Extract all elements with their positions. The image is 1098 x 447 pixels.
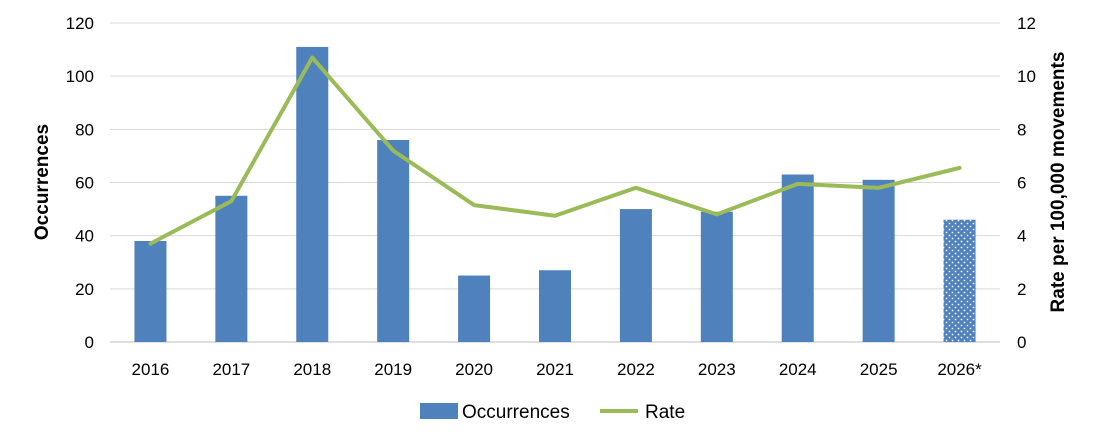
- y-axis-title: Occurrences: [32, 124, 53, 240]
- y2-tick-label: 4: [1017, 227, 1026, 246]
- y2-tick-label: 10: [1017, 67, 1036, 86]
- bar: [215, 195, 248, 342]
- legend-rate-label: Rate: [645, 402, 685, 423]
- x-axis-ticks: 2016 2017 2018 2019 2020 2021 2022 2023 2024 2025…: [132, 360, 983, 379]
- right-axis-ticks: 0 2 4 6 8 10 12: [1017, 14, 1036, 352]
- bar: [296, 46, 329, 343]
- x-tick-label: 2022: [617, 360, 655, 379]
- gridlines: [110, 22, 1000, 343]
- x-tick-label: 2017: [212, 360, 250, 379]
- legend-occurrences-swatch: [420, 403, 458, 419]
- bar: [539, 270, 571, 342]
- bar: [134, 240, 167, 342]
- y2-tick-label: 0: [1017, 333, 1026, 352]
- y-tick-label: 60: [75, 174, 94, 193]
- y-tick-label: 40: [75, 227, 94, 246]
- x-tick-label: 2019: [374, 360, 412, 379]
- bar: [862, 179, 895, 342]
- y-tick-label: 0: [85, 333, 94, 352]
- x-tick-label: 2020: [455, 360, 493, 379]
- x-tick-label: 2025: [860, 360, 898, 379]
- y2-tick-label: 6: [1017, 174, 1026, 193]
- left-axis-ticks: 0 20 40 60 80 100 120: [66, 14, 94, 352]
- y2-axis-title: Rate per 100,000 movements: [1048, 52, 1069, 313]
- bar: [781, 174, 814, 342]
- y2-tick-label: 12: [1017, 14, 1036, 33]
- x-tick-label: 2023: [698, 360, 736, 379]
- x-tick-label: 2016: [132, 360, 170, 379]
- y2-tick-label: 8: [1017, 120, 1026, 139]
- x-tick-label: 2024: [779, 360, 817, 379]
- x-tick-label: 2021: [536, 360, 574, 379]
- bar: [458, 275, 491, 342]
- y-tick-label: 120: [66, 14, 94, 33]
- legend: Occurrences Rate: [420, 402, 685, 423]
- bar: [377, 139, 410, 342]
- y2-tick-label: 2: [1017, 280, 1026, 299]
- bar: [700, 211, 733, 342]
- rate-line: [148, 55, 962, 246]
- bar: [943, 219, 976, 342]
- bars: [134, 46, 976, 343]
- x-tick-label: 2018: [293, 360, 331, 379]
- legend-occurrences-label: Occurrences: [462, 402, 570, 423]
- bar: [619, 209, 652, 342]
- y-tick-label: 20: [75, 280, 94, 299]
- y-tick-label: 100: [66, 67, 94, 86]
- y-tick-label: 80: [75, 120, 94, 139]
- x-tick-label: 2026*: [937, 360, 982, 379]
- rate-line-group: [148, 55, 962, 246]
